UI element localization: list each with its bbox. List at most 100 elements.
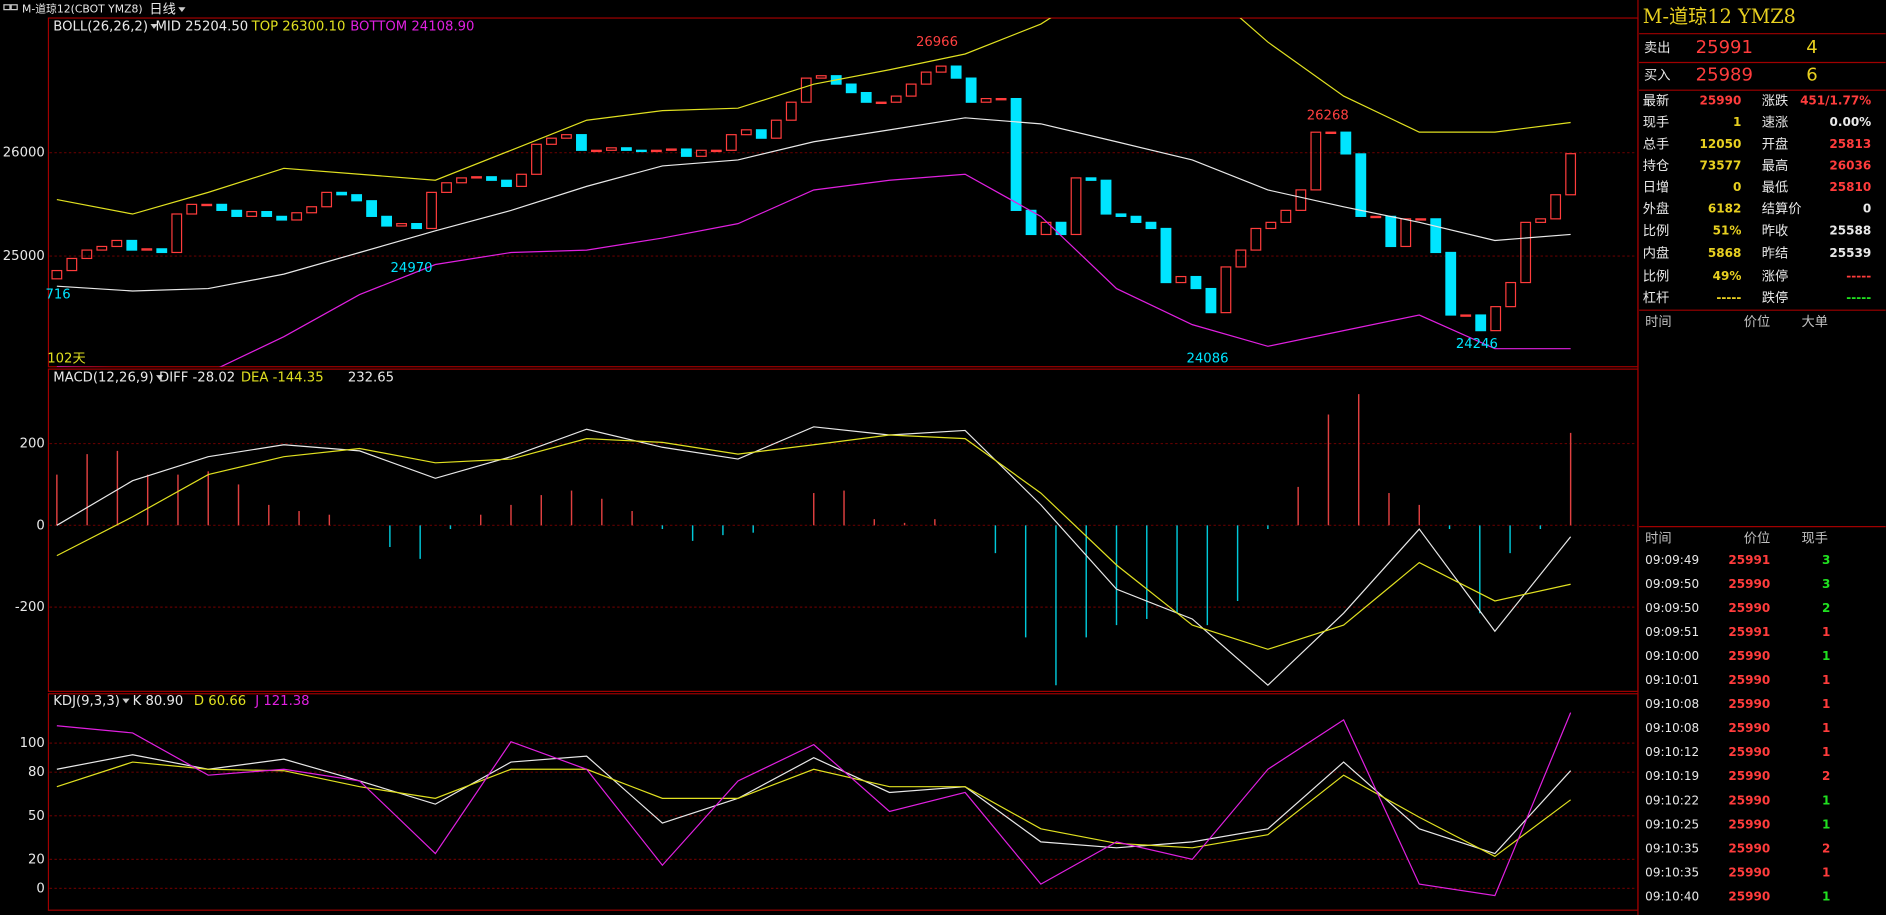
candle: [1445, 251, 1457, 316]
trade-price: 25990: [1728, 577, 1770, 591]
candle: [680, 148, 692, 157]
y-tick-label: 0: [36, 881, 44, 896]
row-label: 比例: [1643, 223, 1669, 239]
trade-price: 25990: [1728, 649, 1770, 663]
candle: [471, 176, 482, 179]
indicator-label[interactable]: BOLL(26,26,2): [53, 19, 148, 34]
row-label: 结算价: [1762, 201, 1802, 217]
candle: [1235, 249, 1247, 268]
candle: [1430, 218, 1442, 254]
candle: [1340, 131, 1352, 155]
row-value: 25813: [1829, 137, 1871, 151]
candle: [1460, 314, 1472, 317]
trade-price: 25990: [1728, 721, 1770, 735]
trade-price: 25991: [1728, 625, 1770, 639]
y-tick-label: 0: [36, 518, 44, 533]
dropdown-icon: [150, 24, 158, 29]
legend-entry: D 60.66: [194, 694, 246, 709]
candle: [1025, 209, 1037, 236]
candle: [860, 91, 872, 103]
indicator-label[interactable]: MACD(12,26,9): [53, 371, 153, 386]
trade-price: 25990: [1728, 889, 1770, 903]
candle: [1055, 221, 1067, 236]
candle: [591, 149, 602, 153]
candle: [1130, 215, 1142, 223]
row-value: 73577: [1700, 158, 1742, 172]
candle: [800, 77, 812, 103]
candle: [426, 191, 437, 230]
trade-time: 09:10:08: [1645, 697, 1699, 711]
row-label: 速涨: [1762, 115, 1788, 131]
trade-qty: 1: [1822, 721, 1830, 735]
indicator-label[interactable]: KDJ(9,3,3): [53, 694, 120, 709]
indicator-line: [56, 434, 1571, 650]
trade-time: 09:10:00: [1645, 649, 1699, 663]
trade-time: 09:09:50: [1645, 601, 1699, 615]
candle: [935, 65, 947, 73]
trade-qty: 1: [1822, 697, 1830, 711]
candle: [381, 215, 393, 227]
candle: [1415, 218, 1427, 221]
trade-price: 25990: [1728, 865, 1770, 879]
price: 25991: [1696, 37, 1753, 58]
candle: [710, 149, 722, 153]
row-label: 日增: [1643, 180, 1669, 196]
trade-price: 25990: [1728, 769, 1770, 783]
label: 卖出: [1644, 40, 1670, 56]
candle: [291, 212, 303, 221]
indicator-line: [56, 761, 1571, 858]
candle: [1490, 306, 1502, 332]
candle: [456, 177, 467, 184]
trade-price: 25990: [1728, 697, 1770, 711]
candle: [336, 191, 348, 196]
period[interactable]: 日线: [149, 2, 175, 18]
candle: [1220, 266, 1232, 314]
candle: [201, 203, 213, 207]
column-header: 现手: [1801, 531, 1827, 547]
candle: [1505, 281, 1517, 308]
row-label: 涨跌: [1762, 93, 1788, 109]
legend-entry: BOTTOM 24108.90: [350, 19, 474, 34]
indicator-line: [56, 426, 1572, 687]
candle: [905, 83, 917, 97]
symbol: M-道琼12(CBOT YMZ8): [22, 2, 143, 16]
trade-price: 25990: [1728, 793, 1770, 807]
candle: [605, 147, 617, 151]
candle: [411, 223, 422, 230]
candle: [1325, 131, 1337, 134]
qty: 6: [1806, 65, 1817, 86]
trade-qty: 1: [1822, 793, 1830, 807]
candle: [620, 147, 632, 151]
row-value: -----: [1846, 291, 1871, 305]
row-value: 12050: [1700, 137, 1742, 151]
y-tick-label: 26000: [3, 146, 45, 161]
row-label: 开盘: [1762, 135, 1788, 152]
column-header: 时间: [1645, 314, 1671, 330]
row-value: 0: [1863, 202, 1871, 216]
candle: [1070, 177, 1082, 236]
trade-time: 09:10:25: [1645, 817, 1699, 831]
legend-entry: MID 25204.50: [155, 19, 248, 34]
row-value: 5868: [1708, 246, 1741, 260]
row-label: 最低: [1762, 180, 1788, 196]
y-tick-label: 50: [28, 809, 45, 824]
candle: [950, 65, 962, 79]
candle: [1310, 131, 1322, 191]
column-header: 价位: [1744, 314, 1770, 330]
candle: [1400, 218, 1412, 248]
candle: [1175, 275, 1187, 284]
candle: [1295, 189, 1307, 211]
annotation: 102天: [47, 351, 85, 366]
row-label: 外盘: [1643, 200, 1669, 217]
dropdown-icon: [178, 7, 186, 13]
trade-qty: 1: [1822, 649, 1830, 663]
candle: [516, 173, 527, 187]
candle: [171, 213, 183, 254]
candle: [51, 269, 63, 280]
candle: [1355, 153, 1367, 217]
candle: [246, 211, 258, 217]
candle: [66, 257, 78, 272]
